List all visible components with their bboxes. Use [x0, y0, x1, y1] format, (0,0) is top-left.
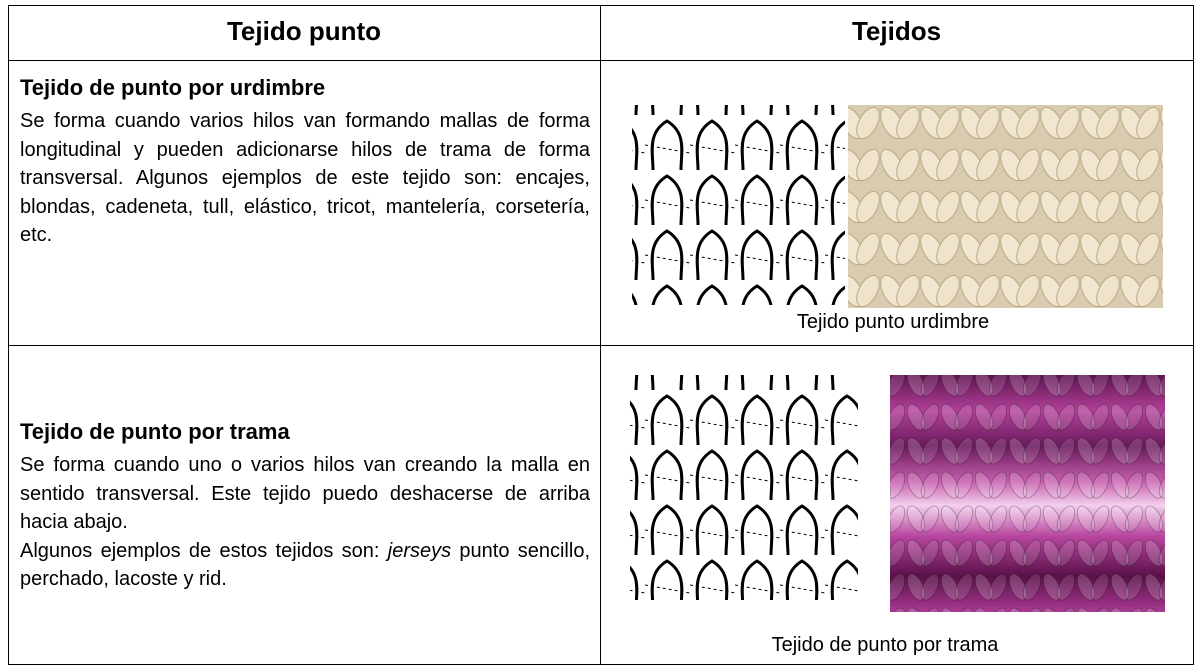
- header-cell: Tejidos: [851, 16, 942, 46]
- border: [600, 5, 601, 665]
- text: Se forma cuando uno o varios hilos van c…: [20, 454, 590, 533]
- header-cell: Tejido punto: [226, 16, 382, 46]
- border: [1193, 5, 1194, 665]
- border: [8, 5, 1194, 6]
- border: [8, 5, 9, 665]
- diagram: [630, 375, 858, 600]
- row-title: Tejido de punto por urdimbre: [20, 75, 326, 100]
- photo: [848, 105, 1163, 308]
- diagram: [632, 105, 845, 305]
- row-body: Se forma cuando uno o varios hilos van c…: [20, 451, 590, 594]
- text: Algunos ejemplos de estos tejidos son:: [20, 539, 388, 562]
- images: [630, 105, 1165, 612]
- caption: Tejido de punto por trama: [771, 634, 999, 656]
- row-body: Se forma cuando varios hilos van formand…: [20, 110, 590, 246]
- border: [8, 60, 1194, 61]
- row-title: Tejido de punto por trama: [20, 419, 290, 444]
- text: punto sencillo, perchado, lacoste y rid.: [20, 539, 590, 591]
- text: jerseys: [387, 539, 452, 562]
- photo-texture: [890, 375, 1165, 612]
- border: [8, 345, 1194, 346]
- caption: Tejido punto urdimbre: [796, 311, 990, 333]
- border: [8, 664, 1194, 665]
